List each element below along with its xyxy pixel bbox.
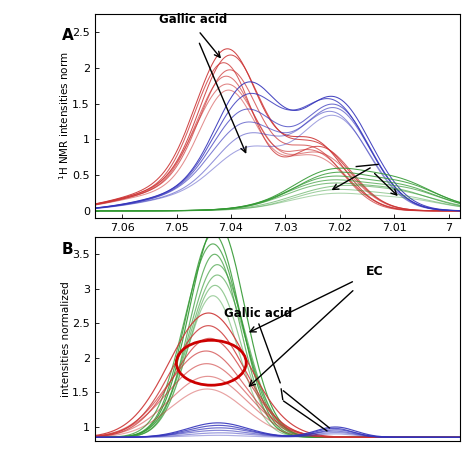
Y-axis label: $^1$H NMR intensities norm: $^1$H NMR intensities norm bbox=[57, 52, 71, 181]
Text: EC: EC bbox=[365, 265, 383, 278]
Y-axis label: intensities normalized: intensities normalized bbox=[61, 281, 71, 397]
Text: A: A bbox=[62, 28, 73, 44]
Text: Gallic acid: Gallic acid bbox=[224, 307, 292, 320]
Text: Gallic acid: Gallic acid bbox=[159, 13, 227, 27]
Text: B: B bbox=[62, 242, 73, 257]
